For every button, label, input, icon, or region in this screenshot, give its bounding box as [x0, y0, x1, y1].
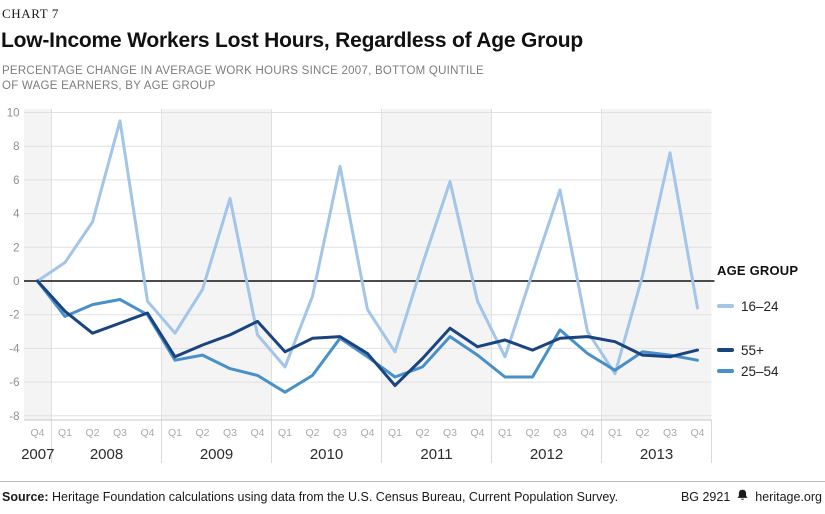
svg-text:Q2: Q2 [85, 427, 99, 439]
chart-subtitle-line2: OF WAGE EARNERS, BY AGE GROUP [2, 80, 216, 92]
legend-item-25-54: 25–54 [717, 364, 779, 379]
svg-text:-2: -2 [9, 310, 19, 322]
svg-text:Q4: Q4 [360, 427, 374, 439]
site-link[interactable]: heritage.org [755, 490, 822, 504]
svg-text:Q1: Q1 [278, 427, 292, 439]
svg-text:2009: 2009 [200, 446, 233, 463]
legend-label-55-plus: 55+ [741, 343, 764, 358]
svg-text:0: 0 [13, 276, 19, 288]
legend-swatch-25-54 [717, 368, 734, 373]
svg-text:Q4: Q4 [140, 427, 154, 439]
legend-item-55-plus: 55+ [717, 343, 764, 358]
doc-id: BG 2921 [680, 490, 731, 504]
svg-text:Q1: Q1 [168, 427, 182, 439]
svg-text:2012: 2012 [530, 446, 563, 463]
svg-text:2007: 2007 [21, 446, 54, 463]
svg-text:4: 4 [13, 209, 20, 221]
source-label: Source: [2, 490, 49, 504]
svg-text:Q2: Q2 [525, 427, 539, 439]
svg-text:Q3: Q3 [443, 427, 457, 439]
footer-right: BG 2921 heritage.org [681, 489, 825, 505]
legend-swatch-55-plus [717, 347, 734, 352]
legend-item-16-24: 16–24 [717, 299, 779, 314]
svg-text:Q4: Q4 [30, 427, 44, 439]
svg-text:Q3: Q3 [553, 427, 567, 439]
svg-text:Q3: Q3 [223, 427, 237, 439]
svg-text:8: 8 [13, 141, 19, 153]
svg-text:Q4: Q4 [690, 427, 704, 439]
chart-title: Low-Income Workers Lost Hours, Regardles… [1, 29, 583, 52]
svg-text:10: 10 [7, 108, 20, 120]
svg-text:Q4: Q4 [580, 427, 594, 439]
svg-text:Q3: Q3 [333, 427, 347, 439]
svg-text:-6: -6 [9, 377, 19, 389]
svg-text:Q1: Q1 [388, 427, 402, 439]
svg-text:Q1: Q1 [498, 427, 512, 439]
svg-text:2010: 2010 [310, 446, 343, 463]
legend-label-25-54: 25–54 [741, 364, 779, 379]
bell-icon [736, 489, 749, 505]
svg-text:-4: -4 [9, 343, 20, 355]
svg-text:Q2: Q2 [415, 427, 429, 439]
legend-title: AGE GROUP [717, 263, 799, 278]
svg-text:Q4: Q4 [470, 427, 484, 439]
svg-text:Q3: Q3 [663, 427, 677, 439]
svg-text:Q1: Q1 [608, 427, 622, 439]
svg-text:2011: 2011 [420, 446, 452, 463]
svg-text:2008: 2008 [90, 446, 123, 463]
svg-text:Q3: Q3 [113, 427, 127, 439]
footer: Source: Heritage Foundation calculations… [0, 481, 825, 505]
chart-number-kicker: CHART 7 [2, 6, 59, 21]
chart-subtitle-line1: PERCENTAGE CHANGE IN AVERAGE WORK HOURS … [2, 65, 484, 77]
source-text: Heritage Foundation calculations using d… [48, 490, 619, 504]
svg-text:Q2: Q2 [305, 427, 319, 439]
source-note: Source: Heritage Foundation calculations… [0, 490, 618, 504]
svg-text:-8: -8 [9, 411, 19, 423]
svg-text:2: 2 [13, 242, 19, 254]
svg-text:Q2: Q2 [635, 427, 649, 439]
svg-text:Q2: Q2 [195, 427, 209, 439]
svg-text:6: 6 [13, 175, 19, 187]
svg-text:Q4: Q4 [250, 427, 264, 439]
svg-text:Q1: Q1 [58, 427, 72, 439]
legend-swatch-16-24 [717, 303, 734, 308]
svg-text:2013: 2013 [640, 446, 673, 463]
legend-label-16-24: 16–24 [741, 299, 779, 314]
